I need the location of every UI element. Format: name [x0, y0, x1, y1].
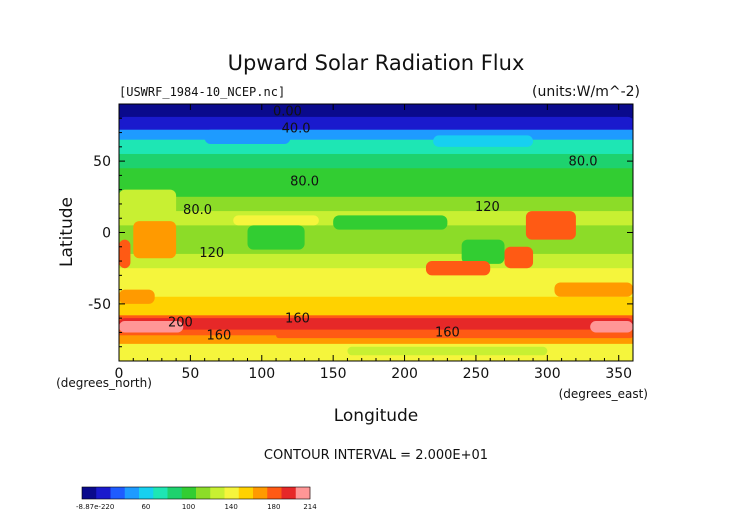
field-region [504, 246, 534, 269]
colorbar-swatch [96, 487, 111, 499]
y-axis-title: Latitude [57, 197, 77, 267]
zonal-band [119, 352, 633, 361]
contour-label: 80.0 [569, 154, 598, 169]
colorbar: -8.87e-220 60 100 140 180 214 [76, 486, 317, 511]
x-tick-label: 0 [115, 366, 124, 382]
field-region [133, 221, 177, 259]
colorbar-swatch [295, 487, 311, 499]
field-region [247, 225, 305, 250]
field-region [119, 104, 633, 117]
x-tick-label: 100 [248, 366, 275, 382]
zonal-band [119, 196, 633, 212]
colorbar-swatch [139, 487, 154, 499]
y-unit-label: (degrees_north) [56, 376, 152, 390]
colorbar-swatch [267, 487, 282, 499]
field-region [119, 239, 131, 269]
contour-label: 40.0 [282, 122, 311, 137]
file-label: [USWRF_1984-10_NCEP.nc] [119, 85, 285, 99]
field-region [590, 321, 633, 333]
zonal-band [119, 328, 633, 336]
contour-label: 160 [435, 326, 460, 341]
colorbar-tick-label: 180 [267, 503, 280, 511]
colorbar-swatch [181, 487, 197, 499]
zonal-band [119, 139, 633, 155]
zonal-band [119, 268, 633, 283]
x-unit-label: (degrees_east) [559, 387, 648, 401]
colorbar-swatch [110, 487, 126, 499]
chart-title: Upward Solar Radiation Flux [228, 51, 525, 75]
field-region [461, 239, 505, 264]
zonal-band [119, 168, 633, 184]
zonal-band [119, 153, 633, 169]
x-tick-label: 50 [181, 366, 199, 382]
field-region [204, 129, 291, 144]
colorbar-swatch [167, 487, 183, 499]
contour-label: 0.00 [273, 104, 302, 119]
x-tick-label: 200 [391, 366, 418, 382]
field-region [347, 346, 548, 356]
field-region [433, 135, 534, 147]
colorbar-swatch [253, 487, 268, 499]
field-region [554, 282, 633, 297]
x-axis: 0 50 100 150 200 250 300 350 [115, 104, 632, 382]
y-tick-label: 50 [93, 154, 111, 170]
zonal-band [119, 253, 633, 269]
x-axis-title: Longitude [334, 406, 419, 426]
colorbar-tick-label: 60 [141, 503, 150, 511]
contour-label: 80.0 [290, 174, 319, 189]
zonal-band [119, 282, 633, 298]
zonal-band [119, 296, 633, 308]
zonal-band [119, 182, 633, 198]
x-tick-label: 350 [605, 366, 632, 382]
y-axis: -50 0 50 [88, 117, 633, 348]
contour-label: 80.0 [183, 203, 212, 218]
x-tick-label: 150 [320, 366, 347, 382]
contour-labels: 0.00 40.0 80.0 80.0 80.0 120 120 160 160 160 200 [168, 104, 598, 343]
colorbar-swatch [281, 487, 297, 499]
x-tick-label: 300 [534, 366, 561, 382]
colorbar-swatch [82, 487, 97, 499]
x-tick-label: 250 [463, 366, 490, 382]
field-region [119, 289, 155, 304]
field-region [119, 189, 177, 222]
zonal-band [119, 335, 633, 345]
field-region [119, 116, 633, 127]
contour-label: 200 [168, 316, 193, 331]
colorbar-swatch [153, 487, 168, 499]
colorbar-swatch [238, 487, 254, 499]
zonal-band [119, 129, 633, 141]
zonal-band [119, 306, 633, 316]
heatmap-field [119, 104, 633, 361]
colorbar-frame [81, 486, 311, 500]
colorbar-swatch [210, 487, 225, 499]
contour-interval-note: CONTOUR INTERVAL = 2.000E+01 [264, 448, 488, 463]
colorbar-swatch [196, 487, 211, 499]
units-label: (units:W/m^-2) [532, 84, 640, 100]
field-region [119, 321, 184, 333]
colorbar-min-label: -8.87e-220 [76, 503, 114, 511]
colorbar-tick-label: 214 [303, 503, 317, 511]
zonal-band [119, 239, 633, 255]
colorbar-swatch [124, 487, 140, 499]
colorbar-swatch [224, 487, 240, 499]
contour-label: 160 [207, 329, 232, 344]
colorbar-tick-label: 100 [182, 503, 195, 511]
field-region [333, 215, 448, 230]
field-region [525, 211, 576, 240]
contour-label: 120 [475, 200, 500, 215]
y-tick-label: 0 [102, 226, 111, 242]
y-tick-label: -50 [88, 297, 111, 313]
field-region [276, 332, 633, 339]
contour-label: 120 [199, 246, 224, 261]
colorbar-tick-label: 140 [224, 503, 237, 511]
field-region [119, 318, 633, 330]
contour-label: 160 [285, 311, 310, 326]
field-region [425, 261, 491, 276]
field-region [233, 215, 319, 226]
